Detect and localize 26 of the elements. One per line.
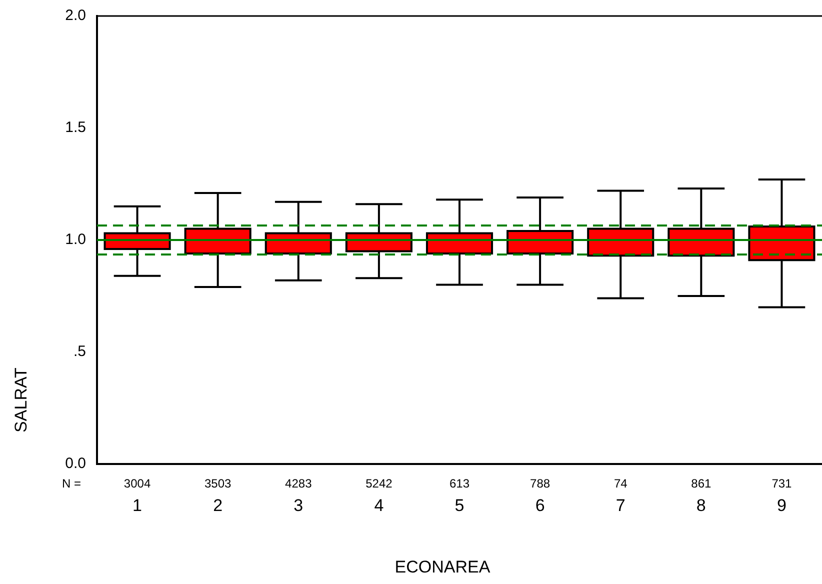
x-tick-label: 5	[454, 496, 464, 515]
text: 3004	[124, 476, 151, 490]
x-tick-label: 4	[374, 496, 384, 515]
x-tick-label: 7	[616, 496, 626, 515]
text: 731	[772, 476, 792, 490]
x-tick-label: 8	[696, 496, 706, 515]
x-tick-label: 9	[776, 496, 786, 515]
y-tick-label: 2.0	[65, 7, 86, 24]
text: 3503	[204, 476, 232, 490]
y-tick-label: 1.0	[65, 231, 86, 248]
y-axis-title: SALRAT	[12, 368, 31, 432]
text: 4283	[285, 476, 312, 490]
text: 788	[530, 476, 550, 490]
y-tick-label: .5	[73, 343, 86, 360]
y-tick-label: 1.5	[65, 119, 86, 136]
x-tick-label: 6	[535, 496, 545, 515]
x-tick-label: 2	[213, 496, 223, 515]
text: 861	[691, 476, 712, 490]
text: 613	[449, 476, 470, 490]
x-tick-label: 1	[132, 496, 142, 515]
y-tick-label: 0.0	[65, 455, 86, 472]
x-tick-label: 3	[294, 496, 304, 515]
x-axis-title: ECONAREA	[394, 558, 491, 577]
text: 74	[614, 476, 628, 490]
text: 5242	[366, 476, 393, 490]
text: N =	[62, 476, 82, 490]
